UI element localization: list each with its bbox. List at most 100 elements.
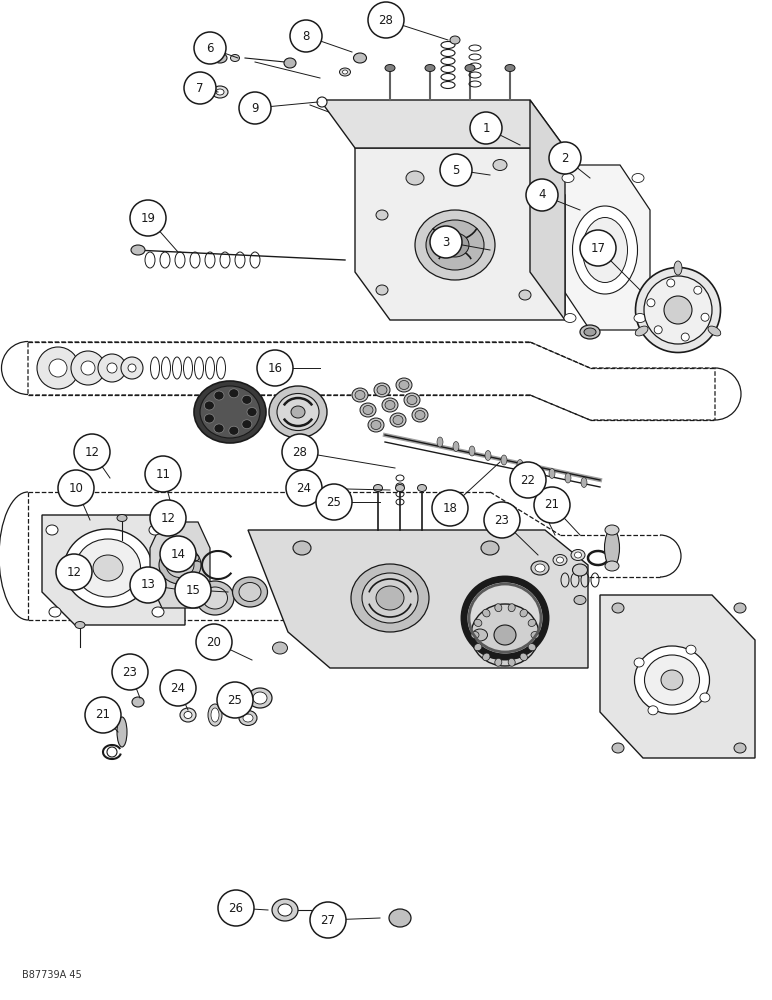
Circle shape [310, 902, 346, 938]
Ellipse shape [520, 609, 527, 617]
Polygon shape [355, 148, 565, 320]
Ellipse shape [395, 485, 405, 491]
Circle shape [85, 697, 121, 733]
Ellipse shape [121, 357, 143, 379]
Ellipse shape [519, 290, 531, 300]
Ellipse shape [213, 53, 227, 63]
Polygon shape [42, 515, 185, 625]
Ellipse shape [425, 64, 435, 72]
Ellipse shape [472, 629, 487, 641]
Ellipse shape [291, 406, 305, 418]
Ellipse shape [517, 460, 523, 470]
Text: 19: 19 [141, 212, 155, 225]
Ellipse shape [474, 619, 482, 626]
Ellipse shape [166, 552, 194, 578]
Ellipse shape [229, 426, 239, 435]
Ellipse shape [352, 388, 368, 402]
Ellipse shape [700, 693, 710, 702]
Circle shape [239, 92, 271, 124]
Text: 25: 25 [228, 694, 242, 706]
Ellipse shape [253, 692, 267, 704]
Ellipse shape [194, 381, 266, 443]
Ellipse shape [634, 658, 644, 667]
Ellipse shape [273, 642, 287, 654]
Polygon shape [600, 595, 755, 758]
Ellipse shape [81, 361, 95, 375]
Text: 23: 23 [495, 514, 510, 526]
Ellipse shape [71, 351, 105, 385]
Text: 25: 25 [327, 495, 341, 508]
Polygon shape [320, 100, 565, 148]
Ellipse shape [605, 525, 619, 535]
Ellipse shape [734, 743, 746, 753]
Ellipse shape [371, 420, 381, 430]
Ellipse shape [580, 325, 600, 339]
Polygon shape [248, 530, 588, 668]
Ellipse shape [340, 68, 350, 76]
Ellipse shape [390, 413, 406, 427]
Ellipse shape [573, 564, 587, 576]
Ellipse shape [205, 401, 215, 410]
Ellipse shape [645, 655, 699, 705]
Circle shape [484, 502, 520, 538]
Ellipse shape [632, 174, 644, 182]
Ellipse shape [247, 408, 257, 416]
Ellipse shape [231, 54, 239, 62]
Text: 13: 13 [141, 578, 155, 591]
Ellipse shape [243, 714, 253, 722]
Circle shape [282, 434, 318, 470]
Ellipse shape [531, 561, 549, 575]
Ellipse shape [278, 904, 292, 916]
Ellipse shape [376, 586, 404, 610]
Ellipse shape [508, 604, 515, 612]
Ellipse shape [214, 391, 224, 400]
Ellipse shape [232, 577, 268, 607]
Ellipse shape [75, 621, 85, 629]
Ellipse shape [46, 525, 58, 535]
Polygon shape [150, 522, 210, 608]
Ellipse shape [528, 619, 536, 626]
Text: 8: 8 [303, 29, 310, 42]
Circle shape [286, 470, 322, 506]
Text: 1: 1 [482, 121, 489, 134]
Ellipse shape [674, 261, 682, 275]
Ellipse shape [694, 286, 702, 294]
Ellipse shape [495, 658, 502, 666]
Ellipse shape [180, 708, 196, 722]
Ellipse shape [374, 383, 390, 397]
Ellipse shape [374, 485, 382, 491]
Text: 12: 12 [161, 512, 175, 524]
Ellipse shape [412, 408, 428, 422]
Ellipse shape [128, 364, 136, 372]
Ellipse shape [635, 326, 648, 336]
Ellipse shape [418, 485, 426, 491]
Ellipse shape [351, 564, 429, 632]
Ellipse shape [471, 632, 479, 639]
Text: 21: 21 [544, 498, 560, 512]
Ellipse shape [604, 529, 619, 567]
Ellipse shape [376, 285, 388, 295]
Ellipse shape [229, 389, 239, 398]
Ellipse shape [469, 446, 475, 456]
Ellipse shape [205, 414, 215, 423]
Ellipse shape [520, 653, 527, 661]
Text: 27: 27 [320, 914, 336, 926]
Ellipse shape [239, 710, 257, 726]
Ellipse shape [647, 299, 655, 307]
Ellipse shape [159, 546, 201, 584]
Ellipse shape [501, 455, 507, 465]
Circle shape [130, 567, 166, 603]
Ellipse shape [574, 552, 581, 558]
Ellipse shape [471, 604, 539, 666]
Ellipse shape [269, 386, 327, 438]
Ellipse shape [117, 514, 127, 522]
Text: 9: 9 [251, 102, 259, 114]
Text: 21: 21 [96, 708, 110, 722]
Ellipse shape [317, 97, 327, 107]
Polygon shape [560, 165, 650, 330]
Ellipse shape [377, 385, 387, 394]
Ellipse shape [562, 174, 574, 182]
Ellipse shape [557, 557, 564, 563]
Ellipse shape [667, 279, 675, 287]
Ellipse shape [362, 573, 418, 623]
